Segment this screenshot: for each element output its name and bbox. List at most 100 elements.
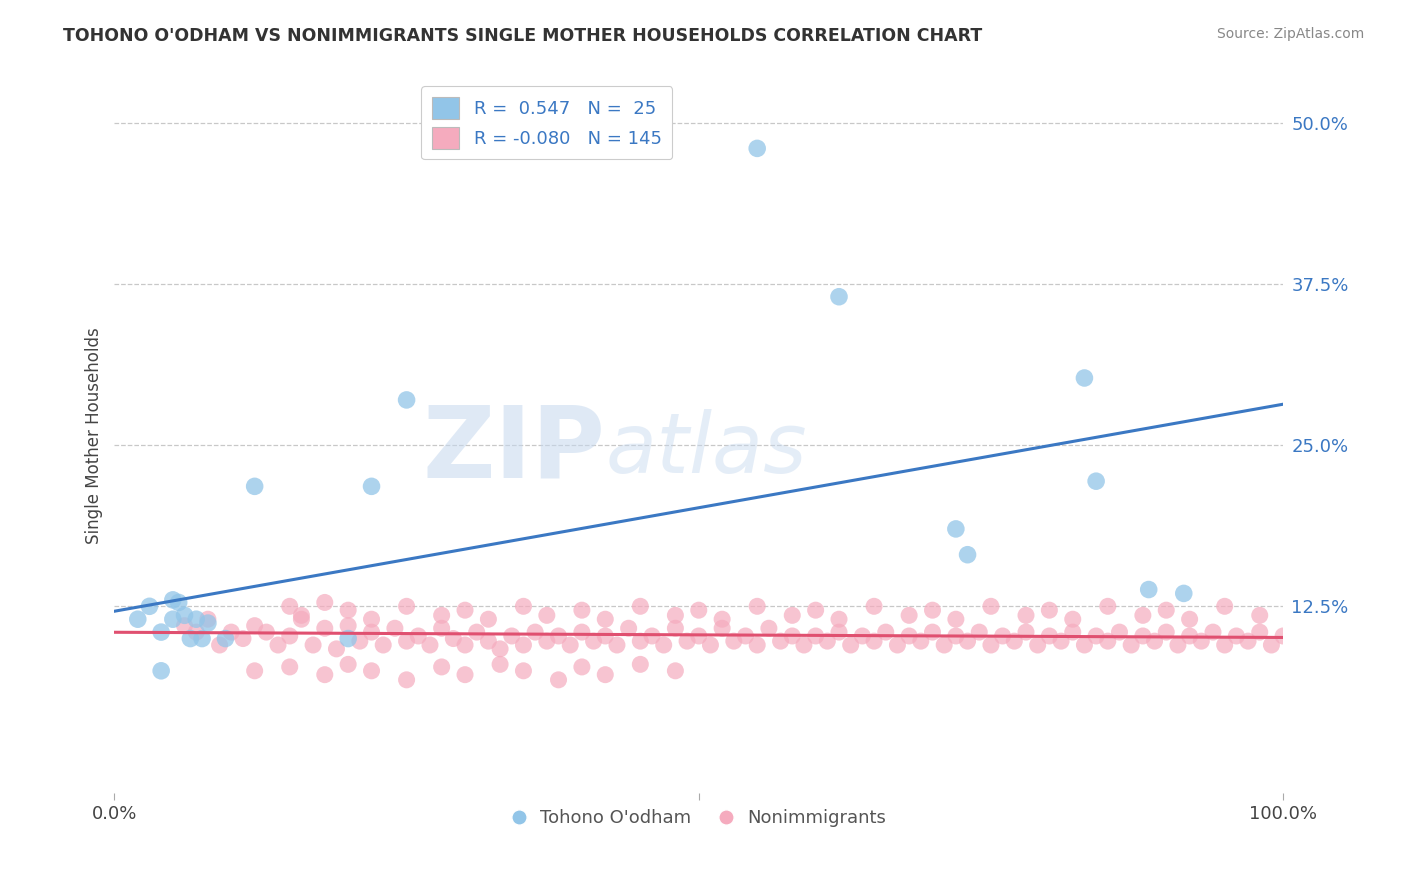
Point xyxy=(688,603,710,617)
Point xyxy=(314,621,336,635)
Point xyxy=(278,660,301,674)
Point xyxy=(1073,371,1095,385)
Point xyxy=(360,479,382,493)
Point xyxy=(1189,634,1212,648)
Point xyxy=(793,638,815,652)
Point xyxy=(723,634,745,648)
Point xyxy=(1038,629,1060,643)
Point xyxy=(267,638,290,652)
Point xyxy=(186,625,208,640)
Point xyxy=(1097,634,1119,648)
Point xyxy=(162,612,184,626)
Point xyxy=(167,595,190,609)
Point xyxy=(945,629,967,643)
Point xyxy=(886,638,908,652)
Point xyxy=(980,638,1002,652)
Point xyxy=(560,638,582,652)
Point xyxy=(910,634,932,648)
Point xyxy=(489,657,512,672)
Point xyxy=(980,599,1002,614)
Point xyxy=(1097,599,1119,614)
Point xyxy=(734,629,756,643)
Point xyxy=(191,632,214,646)
Point xyxy=(571,625,593,640)
Point xyxy=(652,638,675,652)
Point xyxy=(314,667,336,681)
Point xyxy=(664,608,686,623)
Point xyxy=(197,616,219,631)
Point xyxy=(1137,582,1160,597)
Point xyxy=(454,603,477,617)
Point xyxy=(173,618,195,632)
Point xyxy=(360,625,382,640)
Point xyxy=(1073,638,1095,652)
Point xyxy=(302,638,325,652)
Point xyxy=(127,612,149,626)
Point xyxy=(219,625,242,640)
Point xyxy=(314,595,336,609)
Point xyxy=(664,664,686,678)
Point xyxy=(1272,629,1295,643)
Point xyxy=(1026,638,1049,652)
Point xyxy=(536,634,558,648)
Point xyxy=(747,638,769,652)
Point xyxy=(1015,608,1038,623)
Point xyxy=(454,667,477,681)
Point xyxy=(1062,612,1084,626)
Point xyxy=(1173,586,1195,600)
Point xyxy=(1178,612,1201,626)
Point xyxy=(501,629,523,643)
Point xyxy=(406,629,429,643)
Point xyxy=(747,141,769,155)
Point xyxy=(243,618,266,632)
Point xyxy=(441,632,464,646)
Point xyxy=(1213,599,1236,614)
Point xyxy=(1015,625,1038,640)
Point xyxy=(780,629,803,643)
Point xyxy=(186,612,208,626)
Point xyxy=(804,603,827,617)
Point xyxy=(1178,629,1201,643)
Text: Source: ZipAtlas.com: Source: ZipAtlas.com xyxy=(1216,27,1364,41)
Point xyxy=(395,392,418,407)
Point xyxy=(1062,625,1084,640)
Point xyxy=(337,618,360,632)
Point xyxy=(641,629,664,643)
Point xyxy=(676,634,699,648)
Point xyxy=(921,625,943,640)
Point xyxy=(780,608,803,623)
Point xyxy=(465,625,488,640)
Point xyxy=(290,608,312,623)
Point xyxy=(1249,608,1271,623)
Point xyxy=(828,612,851,626)
Point xyxy=(1085,629,1108,643)
Point xyxy=(571,603,593,617)
Point xyxy=(593,667,616,681)
Point xyxy=(898,629,921,643)
Point xyxy=(628,657,651,672)
Point xyxy=(208,638,231,652)
Y-axis label: Single Mother Households: Single Mother Households xyxy=(86,327,103,544)
Point xyxy=(1154,603,1177,617)
Point xyxy=(1154,625,1177,640)
Point xyxy=(1121,638,1143,652)
Point xyxy=(536,608,558,623)
Point xyxy=(1132,629,1154,643)
Point xyxy=(934,638,956,652)
Text: ZIP: ZIP xyxy=(422,401,605,499)
Point xyxy=(875,625,897,640)
Point xyxy=(337,657,360,672)
Point xyxy=(839,638,862,652)
Point xyxy=(1213,638,1236,652)
Point xyxy=(628,634,651,648)
Point xyxy=(150,625,173,640)
Point xyxy=(1050,634,1073,648)
Point xyxy=(956,548,979,562)
Point xyxy=(1237,634,1260,648)
Point xyxy=(360,664,382,678)
Text: TOHONO O'ODHAM VS NONIMMIGRANTS SINGLE MOTHER HOUSEHOLDS CORRELATION CHART: TOHONO O'ODHAM VS NONIMMIGRANTS SINGLE M… xyxy=(63,27,983,45)
Point xyxy=(290,612,312,626)
Point xyxy=(851,629,873,643)
Point xyxy=(1143,634,1166,648)
Point xyxy=(1249,625,1271,640)
